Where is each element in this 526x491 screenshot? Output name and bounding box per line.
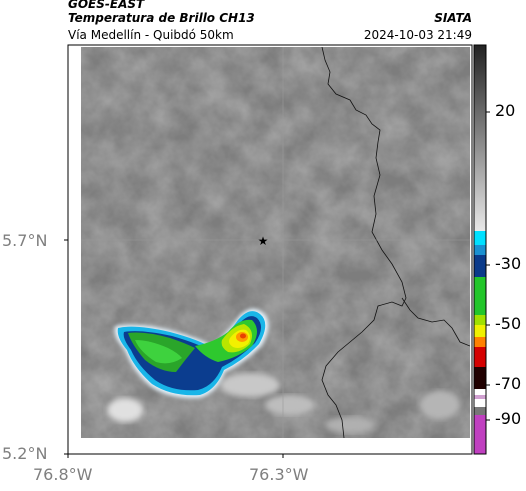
colorbar-segment (474, 231, 486, 245)
colorbar-tick-label: -50 (495, 314, 522, 333)
lat-tick-label: 5.7°N (2, 231, 48, 250)
satellite-title: GOES-EAST (68, 0, 145, 11)
colorbar-tick-label: 20 (495, 101, 516, 120)
brightness-field (81, 47, 470, 438)
colorbar-segment (474, 277, 486, 315)
colorbar-segment (474, 367, 486, 389)
datetime-label: 2024-10-03 21:49 (363, 28, 472, 42)
lon-tick-label: 76.8°W (33, 465, 93, 484)
colorbar-segment (474, 325, 486, 337)
colorbar-tick-label: -90 (495, 409, 522, 428)
source-label: SIATA (434, 11, 472, 25)
region-name: Vía Medellín - Quibdó 50km (68, 28, 234, 42)
colorbar-segment (474, 245, 486, 255)
product-name: Temperatura de Brillo CH13 (68, 11, 255, 25)
convective-cloud (114, 308, 269, 399)
colorbar-segment (474, 389, 486, 395)
colorbar-segment (474, 395, 486, 399)
lat-tick-label: 5.2°N (2, 444, 48, 463)
colorbar-segment (474, 399, 486, 407)
lon-tick-label: 76.3°W (249, 465, 309, 484)
colorbar-segment (474, 407, 486, 415)
department-border-east (401, 297, 470, 347)
colorbar (473, 44, 490, 455)
department-border (321, 47, 407, 438)
product-title: Temperatura de Brillo CH13 SIATA (68, 11, 472, 25)
station-marker-icon: ★ (258, 234, 269, 248)
region-subtitle: Vía Medellín - Quibdó 50km 2024-10-03 21… (68, 28, 472, 42)
colorbar-segment (474, 337, 486, 347)
colorbar-tick-label: -70 (495, 374, 522, 393)
colorbar-segment (474, 415, 486, 454)
colorbar-segment (474, 315, 486, 325)
colorbar-segment (474, 347, 486, 367)
colorbar-segment (474, 255, 486, 277)
colorbar-tick-label: -30 (495, 254, 522, 273)
